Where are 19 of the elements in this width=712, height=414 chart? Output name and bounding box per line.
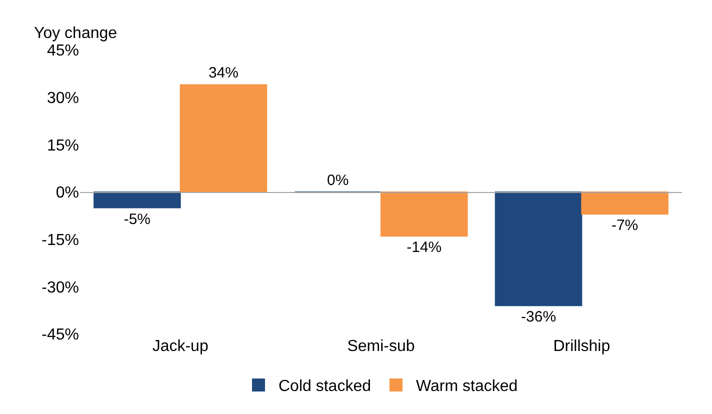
data-label: -5% [124, 210, 151, 228]
y-tick-label: -45% [42, 326, 79, 344]
data-label: -14% [406, 239, 442, 256]
y-tick-label: 30% [46, 90, 79, 107]
data-label: 0% [327, 172, 349, 189]
y-tick-label: 45% [46, 42, 79, 60]
y-tick-label: 15% [46, 137, 79, 154]
data-label: 34% [208, 64, 238, 82]
legend-label: Warm stacked [416, 378, 518, 396]
data-label: -36% [521, 308, 556, 326]
x-tick-label: Jack-up [152, 338, 208, 355]
y-axis-title: Yoy change [34, 25, 118, 42]
data-label: -7% [611, 217, 638, 234]
y-tick-label: -30% [42, 279, 79, 296]
y-tick-label: 0% [56, 184, 79, 202]
y-tick-label: -15% [42, 232, 79, 249]
legend-label: Cold stacked [278, 378, 371, 396]
x-tick-label: Drillship [553, 338, 610, 355]
x-tick-label: Semi-sub [347, 338, 415, 355]
